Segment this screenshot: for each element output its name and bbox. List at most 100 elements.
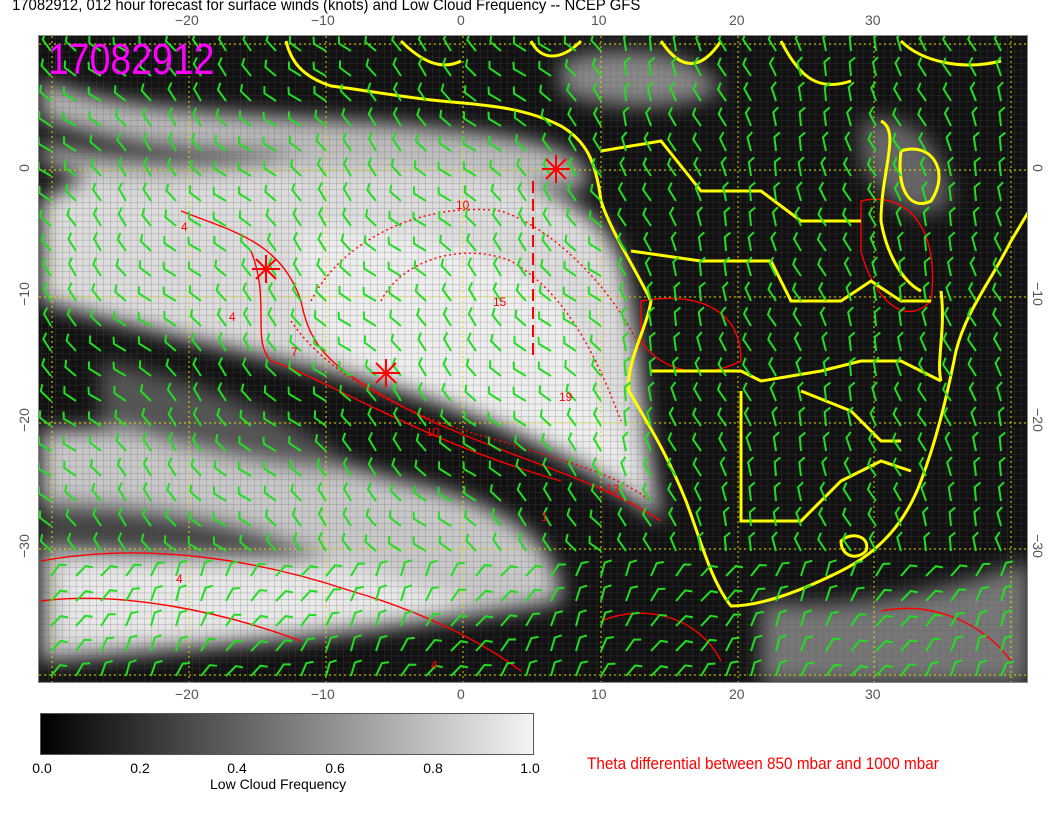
wind-barb (721, 281, 729, 302)
y-tick-left: −10 (15, 282, 32, 306)
wind-barb (918, 456, 927, 477)
wind-barb (438, 535, 452, 552)
wind-barb (287, 111, 302, 127)
wind-barb (720, 156, 727, 177)
wind-barb (100, 589, 118, 602)
wind-barb (50, 639, 69, 652)
wind-barb (291, 182, 302, 202)
wind-barb (313, 410, 327, 427)
wind-barb (288, 36, 302, 52)
wind-barb (417, 56, 427, 77)
wind-barb (150, 585, 163, 602)
wind-barb (267, 257, 277, 277)
wind-barb (666, 132, 677, 152)
wind-barb (489, 36, 502, 52)
wind-barb (768, 356, 777, 377)
wind-barb (817, 257, 827, 277)
wind-barb (62, 411, 77, 427)
wind-barb (92, 531, 102, 552)
wind-barb (390, 333, 402, 352)
wind-barb (100, 636, 115, 652)
wind-barb (366, 182, 377, 202)
wind-barb (793, 531, 802, 552)
wind-barb (162, 261, 177, 277)
wind-barb (137, 311, 152, 327)
contour-label: 13 (606, 482, 620, 496)
wind-barb (39, 209, 52, 227)
wind-barb (589, 183, 602, 202)
asterisk-marker (542, 155, 570, 183)
wind-barb (440, 258, 452, 277)
wind-barb (875, 640, 894, 652)
wind-barb (514, 434, 527, 452)
wind-barb (100, 660, 113, 677)
wind-barb (823, 81, 832, 102)
wind-barb (463, 410, 477, 427)
wind-barb (540, 433, 552, 452)
wind-barb (616, 532, 627, 552)
wind-barb (725, 636, 740, 652)
wind-barb (338, 60, 352, 77)
wind-barb (925, 589, 943, 602)
wind-barb (616, 207, 627, 227)
wind-barb (239, 84, 252, 102)
wind-barb (590, 483, 602, 502)
wind-barb (525, 612, 541, 627)
wind-barb (588, 535, 602, 552)
wind-barb (892, 107, 902, 127)
wind-barb (91, 282, 102, 302)
wind-barb (991, 282, 1002, 302)
wind-barb (165, 183, 177, 202)
wind-barb (64, 36, 77, 52)
wind-barb (972, 531, 979, 552)
wind-barb (500, 661, 515, 677)
wind-barb (667, 432, 677, 452)
wind-barb (775, 585, 789, 602)
wind-barb (39, 461, 52, 477)
wind-barb (975, 634, 987, 652)
wind-barb (475, 615, 494, 627)
wind-barb (589, 509, 602, 527)
wind-barb (141, 107, 152, 127)
wind-barb (188, 185, 202, 202)
wind-barb (973, 506, 981, 527)
wind-barb (567, 157, 577, 177)
wind-barb (972, 131, 980, 152)
wind-barb (825, 663, 842, 677)
wind-barb (800, 559, 813, 577)
wind-barb (641, 182, 652, 202)
wind-barb (622, 331, 630, 352)
contour-label: 4 (431, 658, 438, 672)
wind-barb (88, 36, 102, 52)
wind-barb (139, 384, 152, 402)
wind-barb (818, 181, 827, 202)
wind-barb (475, 639, 493, 652)
wind-barb (975, 562, 991, 577)
wind-barb (191, 432, 202, 452)
wind-barb (744, 106, 752, 127)
wind-barb (562, 286, 577, 302)
wind-barb (1000, 634, 1013, 652)
wind-barb (950, 659, 963, 677)
wind-barb (164, 508, 177, 527)
wind-barb (717, 36, 727, 52)
wind-barb (192, 357, 202, 377)
wind-barb (142, 456, 152, 477)
wind-barb (973, 481, 982, 502)
wind-barb (238, 511, 252, 527)
wind-barb (745, 431, 752, 452)
wind-barb (917, 356, 927, 377)
wind-barb (390, 158, 402, 177)
wind-barb (200, 584, 213, 602)
wind-barb (275, 564, 293, 577)
wind-barb (942, 82, 952, 102)
wind-barb (944, 431, 952, 452)
wind-barb (795, 506, 802, 527)
wind-barb (42, 332, 52, 352)
wind-barb (650, 665, 669, 677)
wind-barb (767, 282, 777, 302)
wind-barb (39, 111, 52, 127)
wind-barb (517, 507, 527, 527)
wind-barb (625, 559, 638, 577)
wind-barb (90, 158, 102, 177)
